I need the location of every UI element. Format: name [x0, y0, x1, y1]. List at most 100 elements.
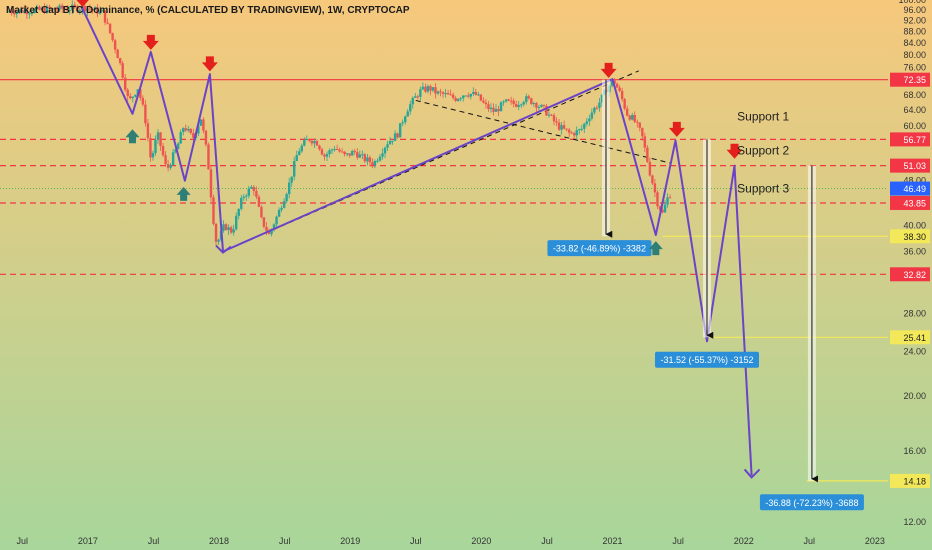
candle-body	[520, 104, 523, 106]
x-tick-label: 2022	[734, 536, 754, 546]
candle-body	[525, 96, 528, 103]
candle-body	[552, 115, 556, 122]
candle-body	[368, 157, 372, 163]
candle-body	[136, 89, 140, 95]
candle-body	[103, 10, 107, 23]
candle-body	[401, 122, 404, 124]
candle-body	[116, 49, 119, 59]
candle-body	[131, 96, 134, 99]
candle-body	[48, 6, 51, 9]
candle-body	[456, 98, 460, 101]
candle-body	[540, 104, 543, 107]
y-tick-label: 48.00	[903, 176, 926, 186]
candle-body	[575, 130, 578, 136]
measure-label-box	[547, 240, 652, 257]
candle-body	[398, 123, 402, 138]
candle-body	[557, 122, 561, 130]
x-tick-label: Jul	[148, 536, 160, 546]
candle-body	[20, 9, 23, 13]
x-tick-label: 2018	[209, 536, 229, 546]
candle-body	[55, 9, 59, 11]
candle-body	[338, 149, 341, 152]
price-label: 46.49	[903, 184, 926, 194]
price-label-box	[890, 72, 930, 87]
candle-body	[512, 100, 515, 105]
candle-body	[610, 80, 614, 86]
measure-label-box	[759, 494, 864, 511]
candle-body	[151, 153, 155, 158]
candle-body	[118, 58, 122, 64]
candle-body	[414, 96, 417, 98]
candle-body	[409, 104, 412, 112]
candle-body	[176, 143, 180, 150]
candle-body	[514, 104, 518, 107]
candle-body	[537, 106, 541, 108]
candle-body	[502, 101, 505, 103]
candle-body	[13, 13, 16, 15]
candle-body	[585, 121, 589, 124]
candle-body	[265, 226, 268, 232]
price-label: 38.30	[903, 232, 926, 242]
candle-body	[295, 155, 298, 162]
candle-body	[527, 96, 531, 99]
candle-body	[451, 94, 455, 98]
candle-body	[325, 154, 329, 157]
y-tick-label: 12.00	[903, 517, 926, 527]
candle-body	[348, 153, 351, 156]
price-label-box	[890, 330, 930, 345]
candle-body	[50, 8, 54, 10]
projection-end-arrow	[743, 468, 761, 479]
candle-body	[159, 132, 162, 147]
up-arrow-icon	[648, 241, 663, 256]
candle-body	[588, 118, 591, 122]
candle-body	[212, 197, 215, 224]
price-label-box	[890, 267, 930, 282]
candle-body	[530, 98, 533, 105]
candle-body	[224, 224, 228, 231]
candle-body	[424, 86, 427, 92]
price-label: 32.82	[903, 270, 926, 280]
candle-body	[33, 9, 36, 13]
candle-body	[479, 94, 483, 101]
candle-body	[65, 8, 69, 11]
candle-body	[247, 188, 251, 196]
candle-body	[464, 95, 467, 97]
price-label: 51.03	[903, 161, 926, 171]
candle-body	[439, 91, 442, 93]
price-label: 56.77	[903, 135, 926, 145]
support-annotation: Support 1	[737, 109, 789, 123]
candle-body	[53, 8, 56, 10]
candle-body	[388, 140, 392, 145]
candle-body	[93, 7, 97, 10]
price-label: 43.85	[903, 198, 926, 208]
candle-body	[497, 108, 500, 112]
candle-body	[58, 5, 61, 10]
candle-body	[202, 119, 205, 131]
candle-body	[625, 108, 629, 116]
y-tick-label: 28.00	[903, 308, 926, 318]
price-label: 25.41	[903, 333, 926, 343]
candle-body	[139, 89, 142, 98]
candle-body	[484, 102, 488, 105]
candle-body	[275, 216, 278, 225]
candle-body	[383, 147, 387, 154]
candle-body	[166, 164, 170, 168]
candle-body	[207, 144, 210, 170]
candle-body	[522, 102, 525, 105]
price-label: 14.18	[903, 476, 926, 486]
candle-body	[361, 154, 364, 156]
down-arrow-icon	[600, 62, 617, 78]
candle-body	[343, 151, 346, 155]
candle-body	[113, 40, 117, 50]
candle-body	[335, 148, 339, 150]
candle-body	[656, 192, 659, 207]
candle-body	[267, 231, 271, 235]
candle-body	[111, 32, 114, 41]
candle-body	[96, 7, 99, 14]
support-annotation: Support 3	[737, 181, 789, 195]
candle-body	[416, 96, 420, 98]
candle-body	[124, 77, 127, 90]
price-label: 72.35	[903, 75, 926, 85]
candle-body	[560, 125, 563, 130]
